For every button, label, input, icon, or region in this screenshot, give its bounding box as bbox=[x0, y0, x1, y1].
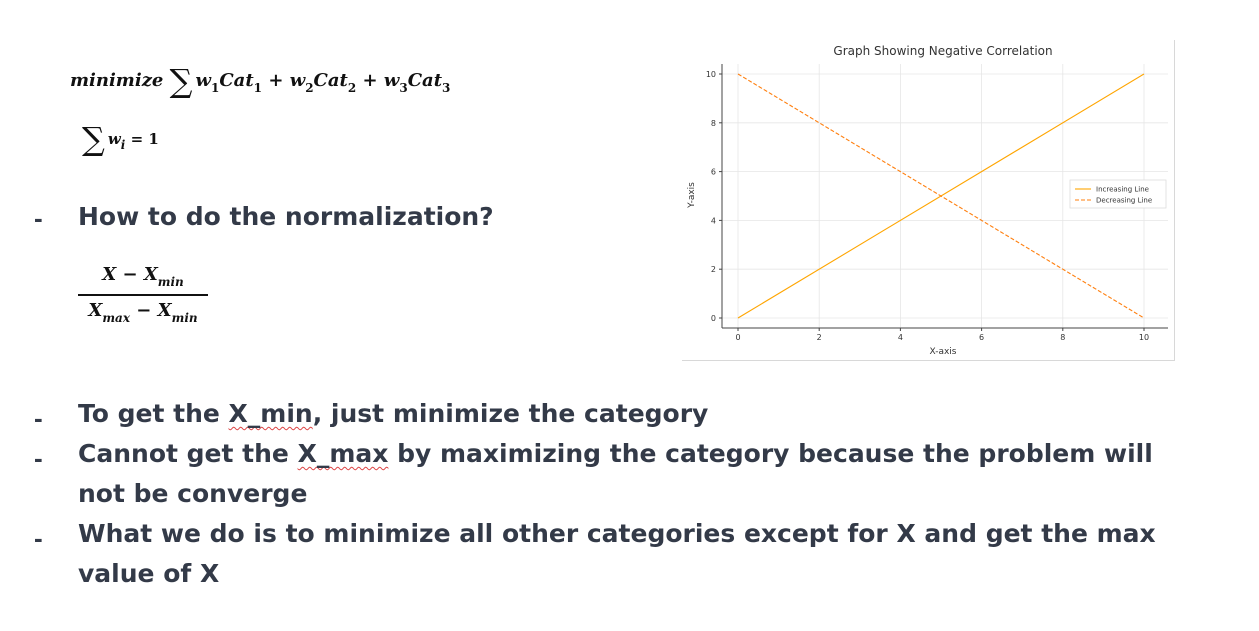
constraint-rhs: = 1 bbox=[130, 130, 159, 148]
legend-label-2: Decreasing Line bbox=[1096, 197, 1152, 205]
den-min-sub: min bbox=[171, 310, 198, 325]
num-minus: − bbox=[122, 264, 138, 285]
bullet-marker: - bbox=[34, 403, 43, 433]
num-xmin: X bbox=[143, 264, 158, 285]
constraint-var-sub: i bbox=[120, 138, 126, 152]
fraction-numerator: X − Xmin bbox=[78, 264, 208, 292]
den-xmin: X bbox=[157, 299, 172, 321]
x-tick-label: 8 bbox=[1060, 333, 1065, 342]
x-tick-label: 6 bbox=[979, 333, 984, 342]
term-cat3: Cat bbox=[407, 70, 443, 91]
term-w2: w bbox=[289, 70, 306, 91]
y-axis-label: Y-axis bbox=[687, 182, 697, 209]
chart-svg: Graph Showing Negative Correlation X-axi… bbox=[687, 44, 1168, 357]
x-tick-label: 2 bbox=[817, 333, 822, 342]
series-line-2 bbox=[737, 73, 1145, 319]
constraint-formula: ∑ wi = 1 bbox=[82, 120, 159, 158]
bullet-marker: - bbox=[34, 203, 43, 233]
term-cat1: Cat bbox=[219, 70, 254, 91]
axes: 0 2 4 6 8 10 0 2 4 6 8 10 bbox=[706, 64, 1168, 342]
x-tick-label: 4 bbox=[898, 333, 903, 342]
den-max-sub: max bbox=[102, 310, 130, 325]
bullet-2-pre: Cannot get the bbox=[78, 439, 298, 468]
constraint-var: w bbox=[107, 130, 121, 148]
y-tick-label: 2 bbox=[711, 265, 716, 274]
series-layer bbox=[737, 73, 1145, 319]
bullet-3-text: What we do is to minimize all other cate… bbox=[78, 519, 1156, 588]
term-cat1-sub: 1 bbox=[253, 81, 263, 95]
term-w3-sub: 3 bbox=[399, 81, 408, 95]
chart-title: Graph Showing Negative Correlation bbox=[833, 44, 1052, 58]
sigma-symbol: ∑ bbox=[169, 62, 193, 100]
term-w1-sub: 1 bbox=[211, 81, 220, 95]
y-tick-label: 10 bbox=[706, 70, 716, 79]
legend: Increasing Line Decreasing Line bbox=[1069, 179, 1167, 209]
plus-sign: + bbox=[362, 70, 378, 91]
negative-correlation-chart: Graph Showing Negative Correlation X-axi… bbox=[682, 40, 1175, 361]
num-min-sub: min bbox=[157, 275, 184, 289]
term-cat2-sub: 2 bbox=[347, 81, 357, 95]
normalization-fraction: X − Xmin Xmax − Xmin bbox=[78, 264, 208, 325]
term-cat3-sub: 3 bbox=[442, 81, 451, 95]
bullet-item-2: Cannot get the X_max by maximizing the c… bbox=[78, 434, 1198, 514]
x-axis-label: X-axis bbox=[930, 347, 957, 357]
bullet-1-post: , just minimize the category bbox=[312, 399, 709, 428]
bullet-1-pre: To get the bbox=[78, 399, 229, 428]
minimize-keyword: minimize bbox=[70, 70, 164, 91]
den-xmax: X bbox=[88, 299, 103, 321]
sigma-symbol: ∑ bbox=[82, 120, 105, 158]
term-w1: w bbox=[195, 70, 212, 91]
x-tick-label: 10 bbox=[1139, 333, 1149, 342]
plus-sign: + bbox=[268, 70, 284, 91]
bullet-marker: - bbox=[34, 523, 43, 553]
legend-box bbox=[1069, 179, 1167, 209]
bullet-item-3: What we do is to minimize all other cate… bbox=[78, 514, 1158, 594]
grid bbox=[722, 64, 1168, 328]
term-w3: w bbox=[383, 70, 400, 91]
y-tick-label: 4 bbox=[711, 216, 716, 225]
num-x: X bbox=[102, 264, 117, 285]
legend-label-1: Increasing Line bbox=[1096, 186, 1149, 194]
bullet-1-term: X_min bbox=[228, 399, 313, 428]
y-tick-label: 8 bbox=[711, 119, 716, 128]
bullet-item-1: To get the X_min, just minimize the cate… bbox=[78, 394, 708, 434]
fraction-bar bbox=[78, 294, 208, 296]
y-tick-label: 0 bbox=[711, 314, 716, 323]
objective-formula: minimize ∑ w1Cat1 + w2Cat2 + w3Cat3 bbox=[70, 62, 450, 100]
term-cat2: Cat bbox=[313, 70, 348, 91]
x-tick-label: 0 bbox=[735, 333, 740, 342]
bullet-marker: - bbox=[34, 443, 43, 473]
fraction-denominator: Xmax − Xmin bbox=[78, 300, 208, 325]
term-w2-sub: 2 bbox=[305, 81, 314, 95]
bullet-2-term: X_max bbox=[297, 439, 389, 468]
y-tick-label: 6 bbox=[711, 168, 716, 177]
bullet-2-post: by maximizing the category because the p… bbox=[78, 439, 1153, 508]
normalization-question: How to do the normalization? bbox=[78, 202, 494, 231]
den-minus: − bbox=[136, 299, 152, 321]
